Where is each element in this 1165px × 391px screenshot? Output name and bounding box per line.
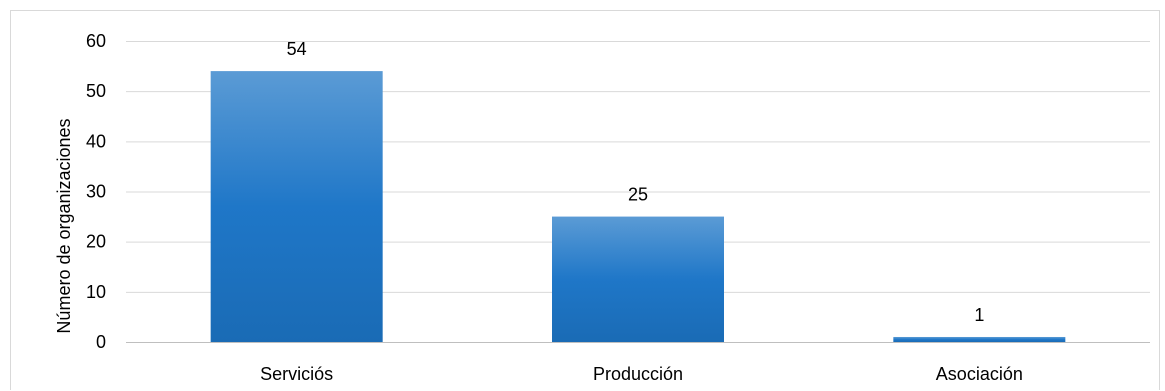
x-category-label: Asociación xyxy=(936,364,1023,384)
y-tick-label: 50 xyxy=(86,81,106,101)
x-category-label: Producción xyxy=(593,364,683,384)
bar xyxy=(552,216,724,342)
y-tick-label: 30 xyxy=(86,182,106,202)
y-tick-label: 0 xyxy=(96,332,106,352)
y-axis-ticks: 0 10 20 30 40 50 60 xyxy=(86,31,106,352)
x-axis-categories: Serviciós Producción Asociación xyxy=(260,364,1023,384)
data-label: 54 xyxy=(287,39,307,59)
bars xyxy=(210,71,1066,342)
y-tick-label: 10 xyxy=(86,282,106,302)
data-label: 1 xyxy=(974,305,984,325)
bar xyxy=(210,71,383,342)
y-axis-title: Número de organizaciones xyxy=(54,118,74,333)
data-label: 25 xyxy=(628,185,648,205)
bar xyxy=(893,336,1066,342)
x-category-label: Serviciós xyxy=(260,364,333,384)
y-tick-label: 40 xyxy=(86,131,106,151)
data-labels: 54 25 1 xyxy=(287,39,985,325)
y-tick-label: 60 xyxy=(86,31,106,51)
y-tick-label: 20 xyxy=(86,232,106,252)
